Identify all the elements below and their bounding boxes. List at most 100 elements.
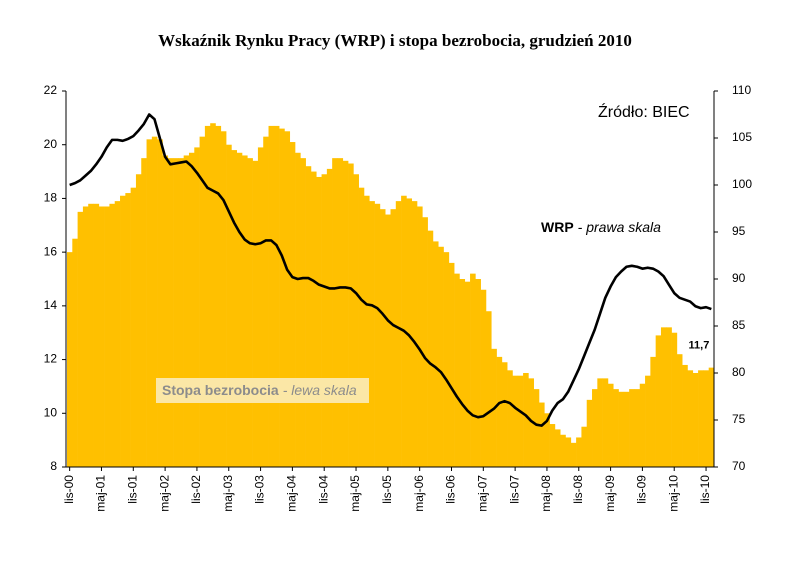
bar — [592, 389, 598, 467]
bar — [623, 391, 630, 467]
bar — [639, 383, 646, 467]
bar — [199, 136, 206, 467]
bar — [660, 327, 667, 467]
bar — [496, 356, 503, 467]
bar — [342, 160, 349, 468]
series-note: - prawa skala — [578, 219, 661, 235]
x-tick-label: maj-10 — [666, 475, 680, 512]
bar — [77, 211, 84, 467]
x-tick-label: maj-03 — [221, 475, 235, 512]
bar — [618, 391, 625, 467]
bar — [337, 158, 344, 467]
y2-tick-label: 100 — [732, 177, 752, 191]
bar — [560, 434, 566, 467]
bar — [507, 370, 513, 467]
bar — [613, 389, 619, 467]
y-tick-label: 14 — [44, 298, 58, 312]
y2-tick-label: 80 — [732, 365, 746, 379]
series-name: WRP — [541, 219, 574, 235]
bar — [427, 230, 434, 467]
bar — [480, 289, 487, 467]
bar — [576, 437, 582, 467]
bar — [607, 383, 614, 467]
bar — [231, 150, 238, 468]
source-note: Źródło: BIEC — [598, 102, 690, 121]
bar — [348, 163, 354, 467]
y2-tick-label: 90 — [732, 271, 746, 285]
bar — [554, 429, 561, 467]
bar — [162, 155, 169, 467]
x-tick-label: maj-09 — [603, 475, 617, 512]
bar — [178, 158, 184, 467]
x-tick-label: maj-01 — [94, 475, 108, 512]
bar — [220, 131, 227, 468]
bar — [406, 198, 413, 467]
bar — [581, 426, 588, 467]
y-tick-label: 16 — [44, 244, 58, 258]
bar — [183, 155, 190, 467]
bar — [326, 168, 333, 467]
bar — [157, 139, 163, 468]
bar — [300, 158, 306, 467]
bar — [538, 402, 545, 467]
bar — [188, 152, 195, 467]
bar — [146, 139, 153, 468]
y2-tick-label: 95 — [732, 224, 746, 238]
x-tick-label: maj-07 — [475, 475, 489, 512]
y2-tick-label: 110 — [732, 83, 751, 97]
bar — [385, 214, 391, 467]
bar — [459, 279, 466, 467]
bar — [565, 437, 572, 467]
x-tick-label: lis-03 — [253, 475, 267, 504]
bar — [204, 125, 211, 468]
bar — [310, 171, 317, 468]
bar — [438, 246, 444, 467]
bar — [353, 174, 359, 467]
x-tick-label: lis-00 — [62, 475, 76, 504]
bar — [151, 136, 158, 467]
bar — [88, 203, 94, 468]
bar — [676, 354, 683, 467]
bar — [93, 203, 100, 468]
bar — [252, 160, 259, 468]
y-tick-label: 20 — [44, 137, 58, 151]
bar — [226, 144, 232, 467]
x-tick-label: lis-05 — [380, 475, 394, 504]
bar — [284, 131, 291, 468]
bar — [687, 370, 694, 467]
bar — [289, 142, 296, 467]
bar — [98, 206, 105, 467]
x-tick-label: maj-02 — [157, 475, 171, 512]
bar — [544, 413, 550, 467]
bar — [432, 241, 439, 467]
bar — [363, 195, 370, 467]
series-label: Stopa bezrobocia - lewa skala — [162, 382, 357, 398]
bar — [82, 206, 89, 467]
bar — [263, 136, 269, 467]
y-tick-label: 22 — [44, 83, 58, 97]
bar — [247, 158, 253, 467]
bar — [210, 123, 216, 467]
bar — [703, 370, 709, 467]
bar — [570, 442, 577, 467]
bar — [167, 158, 174, 467]
bar — [443, 252, 450, 467]
series-label: WRP - prawa skala — [541, 219, 661, 235]
bar — [523, 373, 529, 467]
bar — [316, 176, 322, 467]
bar — [485, 311, 492, 467]
bar — [332, 158, 338, 467]
bar — [464, 281, 471, 467]
bar — [104, 206, 110, 467]
bar — [417, 206, 423, 467]
bar — [650, 356, 656, 467]
bar — [597, 378, 603, 467]
bar — [528, 378, 534, 467]
bar — [422, 217, 428, 467]
y-tick-label: 10 — [44, 405, 58, 419]
bar — [708, 367, 715, 467]
x-tick-label: lis-02 — [189, 475, 203, 504]
bar — [682, 364, 688, 467]
bar — [655, 335, 662, 467]
